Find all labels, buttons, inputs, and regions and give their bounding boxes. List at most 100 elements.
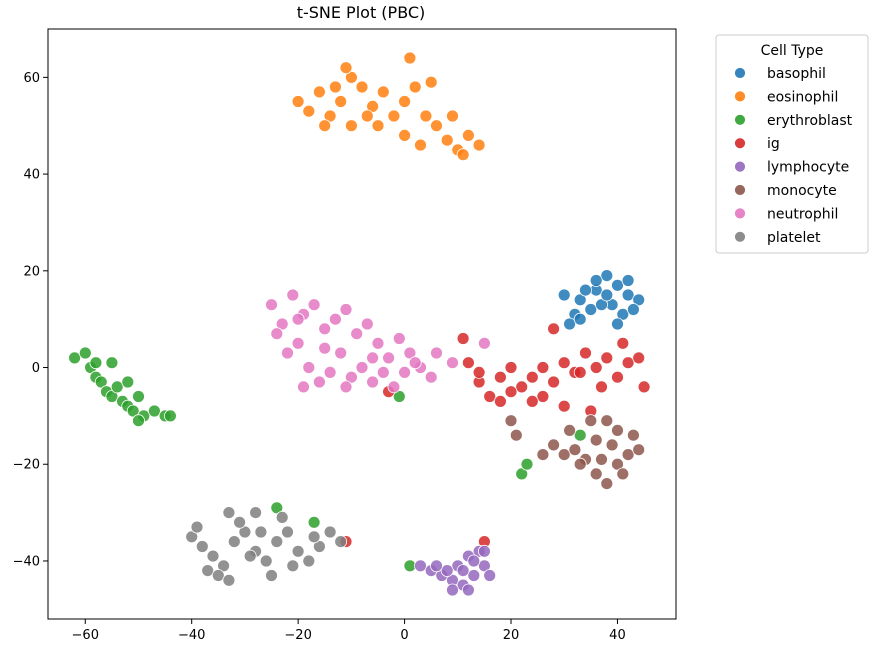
point-ig xyxy=(579,346,592,360)
point-platelet xyxy=(286,559,300,573)
legend-label-eosinophil: eosinophil xyxy=(767,89,838,105)
legend-title: Cell Type xyxy=(761,43,824,59)
point-lymphocyte xyxy=(446,583,459,597)
point-neutrophil xyxy=(366,351,380,365)
point-monocyte xyxy=(595,452,608,466)
point-basophil xyxy=(573,312,587,326)
point-monocyte xyxy=(509,428,523,442)
point-neutrophil xyxy=(366,375,380,389)
point-neutrophil xyxy=(307,298,321,312)
point-monocyte xyxy=(557,448,571,462)
point-neutrophil xyxy=(297,380,310,394)
point-neutrophil xyxy=(291,336,305,350)
series-lymphocyte xyxy=(414,544,497,597)
legend-label-platelet: platelet xyxy=(767,230,821,246)
point-lymphocyte xyxy=(467,569,481,582)
x-tick-label: 40 xyxy=(609,628,626,643)
legend-label-erythroblast: erythroblast xyxy=(767,113,853,129)
point-eosinophil xyxy=(302,104,316,118)
point-eosinophil xyxy=(366,100,380,113)
point-basophil xyxy=(595,298,608,312)
point-ig xyxy=(483,390,497,403)
series-monocyte xyxy=(504,414,646,491)
point-lymphocyte xyxy=(467,554,481,568)
point-erythroblast xyxy=(105,356,119,370)
point-neutrophil xyxy=(312,375,326,389)
point-lymphocyte xyxy=(461,583,475,597)
point-eosinophil xyxy=(424,75,438,89)
point-eosinophil xyxy=(355,80,369,94)
point-lymphocyte xyxy=(483,569,497,582)
y-tick-label: −40 xyxy=(13,554,40,569)
point-neutrophil xyxy=(446,356,459,370)
point-erythroblast xyxy=(307,515,321,529)
y-tick-label: 60 xyxy=(23,71,40,86)
point-neutrophil xyxy=(339,380,353,394)
point-platelet xyxy=(281,525,294,539)
scatter-points xyxy=(68,51,651,597)
point-erythroblast xyxy=(132,414,145,428)
point-basophil xyxy=(589,274,603,287)
point-ig xyxy=(456,332,470,345)
point-ig xyxy=(504,361,518,374)
point-ig xyxy=(621,356,635,370)
legend-marker-neutrophil xyxy=(734,207,746,220)
legend-label-lymphocyte: lymphocyte xyxy=(767,160,849,176)
point-eosinophil xyxy=(291,95,305,108)
series-platelet xyxy=(185,506,348,587)
point-neutrophil xyxy=(323,365,337,379)
point-platelet xyxy=(217,559,231,573)
point-erythroblast xyxy=(89,356,103,370)
point-platelet xyxy=(185,530,199,544)
point-monocyte xyxy=(568,443,582,457)
point-erythroblast xyxy=(105,390,119,403)
legend-marker-erythroblast xyxy=(734,113,746,126)
point-platelet xyxy=(222,506,236,519)
point-basophil xyxy=(557,288,571,302)
point-erythroblast xyxy=(270,501,284,515)
point-neutrophil xyxy=(408,356,422,370)
point-monocyte xyxy=(632,443,646,457)
y-axis: −40 −20 0 20 40 60 xyxy=(13,71,48,569)
point-eosinophil xyxy=(387,109,401,123)
point-neutrophil xyxy=(382,351,396,365)
point-monocyte xyxy=(563,423,576,437)
point-neutrophil xyxy=(477,336,491,350)
point-neutrophil xyxy=(350,327,364,341)
point-erythroblast xyxy=(110,380,124,394)
point-platelet xyxy=(312,540,326,553)
point-erythroblast xyxy=(94,375,108,389)
point-erythroblast xyxy=(147,404,161,418)
point-ig xyxy=(504,385,518,399)
point-neutrophil xyxy=(270,327,284,341)
point-lymphocyte xyxy=(414,559,427,573)
point-platelet xyxy=(291,544,305,558)
point-neutrophil xyxy=(275,317,289,331)
point-erythroblast xyxy=(78,346,92,360)
point-erythroblast xyxy=(573,428,587,442)
point-monocyte xyxy=(600,414,614,428)
point-eosinophil xyxy=(339,61,353,75)
point-ig xyxy=(611,370,624,384)
point-eosinophil xyxy=(472,138,486,152)
point-ig xyxy=(536,361,550,374)
point-ig xyxy=(632,351,646,365)
point-ig xyxy=(557,356,571,370)
point-eosinophil xyxy=(430,119,443,133)
point-ig xyxy=(493,394,507,408)
x-tick-label: −20 xyxy=(284,628,311,643)
point-eosinophil xyxy=(312,85,326,99)
point-monocyte xyxy=(536,448,550,462)
point-basophil xyxy=(600,269,614,283)
point-lymphocyte xyxy=(477,544,491,558)
x-tick-label: −60 xyxy=(72,628,99,643)
point-platelet xyxy=(206,549,220,563)
point-platelet xyxy=(233,515,247,529)
point-basophil xyxy=(627,303,640,316)
point-eosinophil xyxy=(371,119,385,133)
point-neutrophil xyxy=(318,341,332,355)
point-neutrophil xyxy=(302,361,316,374)
point-basophil xyxy=(616,307,630,321)
point-ig xyxy=(589,361,603,374)
point-neutrophil xyxy=(371,336,385,350)
